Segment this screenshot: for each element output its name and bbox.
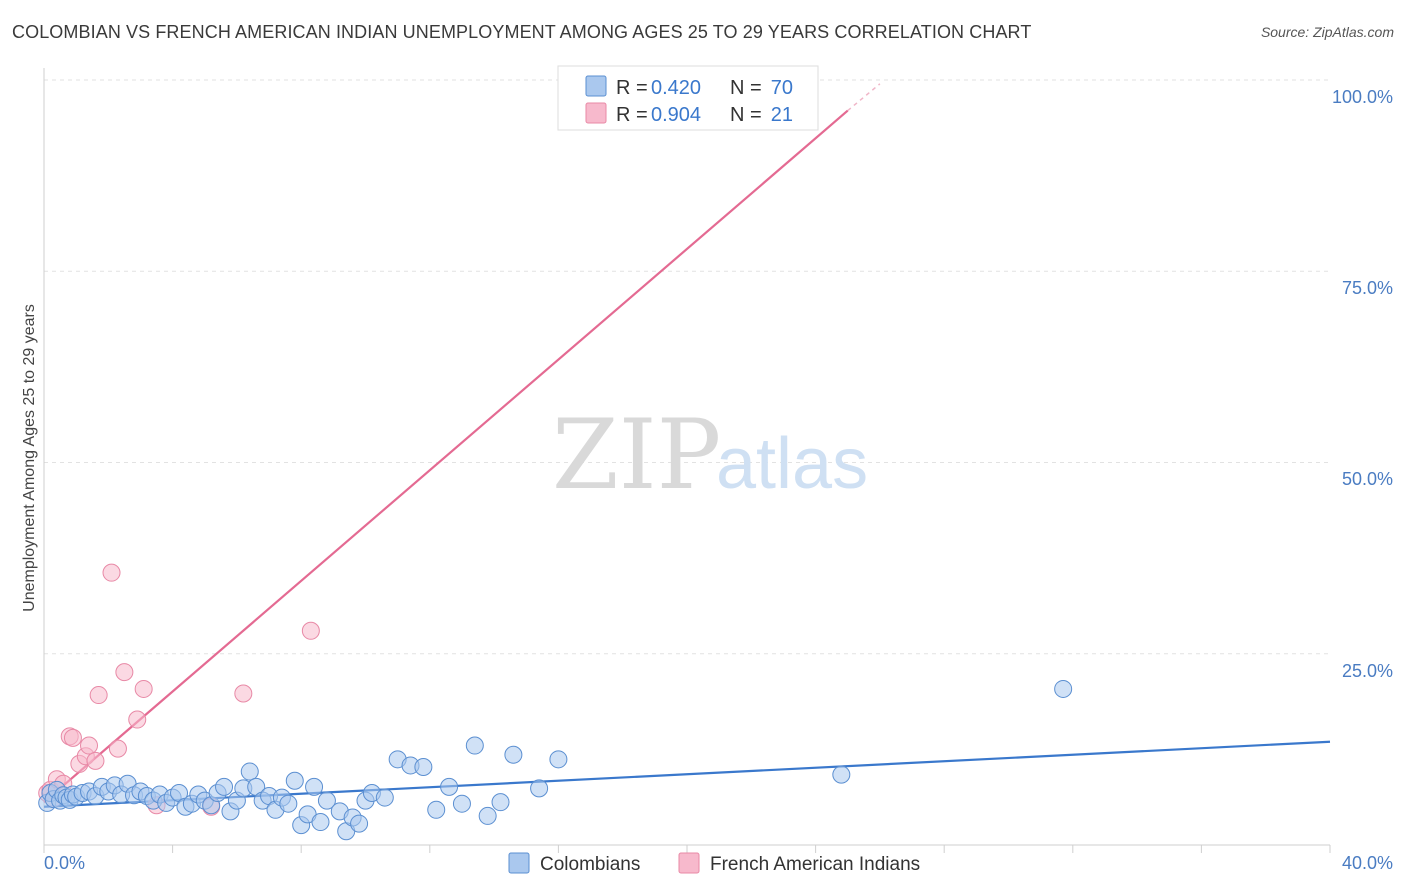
bottom-legend-label-french-american-indians: French American Indians [710,854,920,875]
french-american-indians-point [80,736,99,755]
x-tick-label-max: 40.0% [1342,853,1393,873]
colombians-point [240,762,259,781]
colombians-point [427,800,446,819]
colombians-point [414,757,433,776]
y-tick-label-75: 75.0% [1342,278,1393,298]
colombians-point [504,745,523,764]
colombians-point [311,813,330,832]
legend-n-label-pink: N = [730,104,762,126]
legend-swatch-blue [585,75,607,97]
legend-r-value-blue: 0.420 [651,77,701,99]
french-american-indians-trend-extension [847,83,881,112]
french-american-indians-point [89,686,108,705]
colombians-points [38,679,1073,841]
watermark-atlas: atlas [716,424,868,504]
bottom-legend-swatch-french-american-indians [678,852,700,874]
y-tick-label-100: 100.0% [1332,87,1393,107]
colombians-point [465,736,484,755]
colombians-point [452,794,471,813]
colombians-point [317,791,336,810]
colombians-point [478,806,497,825]
colombians-point [491,793,510,812]
bottom-legend-label-colombians: Colombians [540,854,640,875]
y-tick-label-25: 25.0% [1342,661,1393,681]
legend-n-value-pink: 21 [771,104,793,126]
french-american-indians-point [86,751,105,770]
french-american-indians-point [234,684,253,703]
top-legend: R = 0.420 N = 70 R = 0.904 N = 21 [557,65,819,131]
bottom-legend-swatch-colombians [508,852,530,874]
y-tick-label-50: 50.0% [1342,469,1393,489]
colombians-point [832,765,851,784]
colombians-point [440,777,459,796]
colombians-point [279,794,298,813]
colombians-point [350,814,369,833]
source-label: Source: ZipAtlas.com [1260,24,1394,40]
legend-r-value-pink: 0.904 [651,104,701,126]
watermark: ZIP atlas [552,399,868,511]
colombians-point [530,779,549,798]
y-axis-label: Unemployment Among Ages 25 to 29 years [21,304,38,612]
french-american-indians-trend-line [43,109,849,803]
french-american-indians-point [134,679,153,698]
bottom-legend: Colombians French American Indians [508,852,920,875]
colombians-point [375,788,394,807]
x-tick-label-min: 0.0% [44,853,85,873]
colombians-point [285,771,304,790]
french-american-indians-point [102,563,121,582]
french-american-indians-point [115,663,134,682]
legend-r-label-blue: R = [616,77,648,99]
legend-swatch-pink [585,102,607,124]
legend-r-label-pink: R = [616,104,648,126]
colombians-point [1054,679,1073,698]
legend-n-label-blue: N = [730,77,762,99]
watermark-zip: ZIP [552,399,721,511]
french-american-indians-point [108,739,127,758]
y-tick-labels: 25.0% 50.0% 75.0% 100.0% [1332,87,1393,681]
legend-n-value-blue: 70 [771,77,793,99]
french-american-indians-point [63,728,82,747]
french-american-indians-point [128,710,147,729]
colombians-point [305,777,324,796]
colombians-point [549,750,568,769]
french-american-indians-point [301,621,320,640]
colombians-point [215,777,234,796]
chart-title: COLOMBIAN VS FRENCH AMERICAN INDIAN UNEM… [12,22,1032,42]
